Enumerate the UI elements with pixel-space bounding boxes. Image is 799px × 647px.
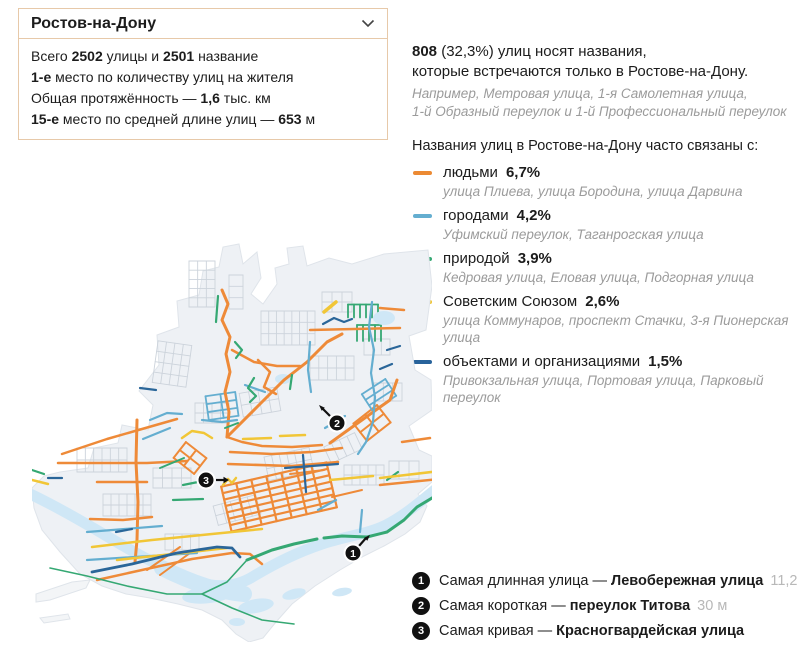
street-name-legend: людьми 6,7% улица Плиева, улица Бородина, … [412,164,796,406]
city-map-svg: 1 2 3 [20,243,442,643]
record-number-badge: 3 [412,622,430,640]
legend-item-label: объектами и организациями 1,5% [443,353,683,370]
record-text: Самая кривая — Красногвардейская улица [439,623,745,639]
city-stats-box: Всего 2502 улицы и 2501 название 1-е мест… [18,39,388,140]
street-record-row: 3 Самая кривая — Красногвардейская улица [412,622,796,640]
record-text: Самая короткая — переулок Титова 30 м [439,598,728,614]
record-number-badge: 1 [412,572,430,590]
city-dropdown-value: Ростов-на-Дону [31,14,157,32]
city-dropdown[interactable]: Ростов-на-Дону [18,8,388,39]
legend-item: объектами и организациями 1,5% Привокзальн… [412,353,796,406]
legend-heading: Названия улиц в Ростове-на-Дону часто св… [412,138,759,154]
legend-item: Советским Союзом 2,6% улица Коммунаров, пр… [412,293,796,346]
record-number-badge: 2 [412,597,430,615]
stat-line: Всего 2502 улицы и 2501 название [31,48,259,64]
legend-item-label: Советским Союзом 2,6% [443,293,620,310]
legend-item-label: людьми 6,7% [443,164,541,181]
legend-item: природой 3,9% Кедровая улица, Еловая улица… [412,250,796,286]
unique-streets-examples: Например, Метровая улица, 1-я Самолетная… [412,85,796,121]
legend-item-examples: Кедровая улица, Еловая улица, Подгорная … [443,270,754,285]
chevron-down-icon [361,19,375,28]
unique-streets-line: которые встречаются только в Ростове-на-… [412,63,749,80]
legend-item-label: природой 3,9% [443,250,552,267]
record-text: Самая длинная улица — Левобережная улица… [439,573,799,589]
street-record-row: 2 Самая короткая — переулок Титова 30 м [412,597,796,615]
legend-color-swatch [413,360,432,364]
legend-item-examples: Привокзальная улица, Портовая улица, Пар… [443,373,764,405]
record-value: 11,2 км [770,573,799,589]
map-marker-1: 1 [343,535,370,563]
legend-item-label: городами 4,2% [443,207,551,224]
legend-item-examples: улица Плиева, улица Бородина, улица Дарв… [443,184,743,199]
street-record-row: 1 Самая длинная улица — Левобережная улиц… [412,572,799,590]
svg-text:2: 2 [334,418,340,430]
record-value: 30 м [697,598,728,614]
svg-text:1: 1 [350,548,356,560]
legend-item-examples: Уфимский переулок, Таганрогская улица [443,227,704,242]
unique-streets-line: 808 (32,3%) улиц носят названия, [412,43,647,60]
legend-color-swatch [413,214,432,218]
unique-streets-example-line: 1-й Образный переулок и 1-й Профессионал… [412,104,787,119]
street-records-list: 1 Самая длинная улица — Левобережная улиц… [412,572,799,647]
stat-line: 15-е место по средней длине улиц — 653 м [31,111,316,127]
unique-streets-paragraph: 808 (32,3%) улиц носят названия, которые … [412,42,796,82]
street-lines [30,288,442,625]
city-selector-panel: Ростов-на-Дону Всего 2502 улицы и 2501 н… [18,8,388,140]
stat-line: 1-е место по количеству улиц на жителя [31,69,294,85]
right-column: 808 (32,3%) улиц носят названия, которые … [412,42,796,413]
river-don [20,311,442,626]
city-map: 1 2 3 [20,242,442,643]
unique-streets-example-line: Например, Метровая улица, 1-я Самолетная… [412,86,748,101]
svg-text:3: 3 [203,475,209,487]
map-marker-2: 2 [319,405,347,433]
legend-item: городами 4,2% Уфимский переулок, Таганрогс… [412,207,796,243]
map-marker-3: 3 [196,470,229,490]
legend-item-examples: улица Коммунаров, проспект Стачки, 3-я П… [443,313,789,345]
legend-color-swatch [413,171,432,175]
stat-line: Общая протяжённость — 1,6 тыс. км [31,90,271,106]
legend-item: людьми 6,7% улица Плиева, улица Бородина, … [412,164,796,200]
